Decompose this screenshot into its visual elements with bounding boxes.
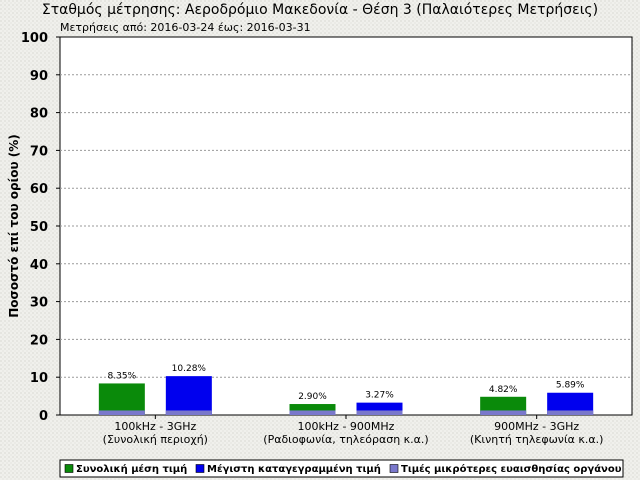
y-tick-label: 100 [21,31,48,46]
data-label: 2.90% [298,392,327,402]
sensitivity-bar [480,410,527,415]
bar [547,392,594,415]
y-tick-label: 80 [30,107,48,122]
chart-subtitle: Μετρήσεις από: 2016-03-24 έως: 2016-03-3… [60,21,311,34]
y-tick-label: 30 [30,296,48,311]
sensitivity-bar [289,410,336,415]
x-tick-label: 900MHz - 3GHz [494,420,579,433]
y-tick-label: 10 [30,371,48,386]
y-axis-label: Ποσοστό επί του ορίου (%) [7,134,21,318]
legend: Συνολική μέση τιμή Μέγιστη καταγεγραμμένη… [59,459,624,478]
x-tick-label: 100kHz - 900MHz [298,420,395,433]
bar [289,404,336,415]
bar [165,376,212,415]
y-tick-label: 90 [30,69,48,84]
x-tick-sublabel: (Κινητή τηλεφωνία κ.α.) [470,433,604,446]
y-tick-label: 0 [39,409,48,424]
data-label: 8.35% [108,371,137,381]
y-tick-label: 50 [30,220,48,235]
sensitivity-bar [547,410,594,415]
legend-label: Τιμές μικρότερες ευαισθησίας οργάνου [401,463,622,475]
legend-label: Μέγιστη καταγεγραμμένη τιμή [207,463,381,475]
data-label: 5.89% [556,381,585,391]
x-tick-sublabel: (Συνολική περιοχή) [103,433,208,446]
y-tick-label: 70 [30,144,48,159]
y-tick-label: 40 [30,258,48,273]
legend-swatch [64,464,74,473]
y-axis: 0 10 20 30 40 50 60 70 80 90 100 [21,31,60,424]
legend-swatch [195,464,205,473]
y-tick-label: 20 [30,333,48,348]
legend-swatch [389,464,399,473]
sensitivity-bar [98,410,145,415]
data-label: 4.82% [489,385,518,395]
chart-title: Σταθμός μέτρησης: Αεροδρόμιο Μακεδονία -… [42,2,598,18]
y-tick-label: 60 [30,182,48,197]
legend-label: Συνολική μέση τιμή [76,463,187,475]
sensitivity-bar [356,410,403,415]
bar [480,396,527,415]
sensitivity-bar [165,410,212,415]
x-axis: 100kHz - 3GHz(Συνολική περιοχή) 100kHz - … [103,415,604,446]
bars: 8.35% 10.28% 2.90% 3.27% 4.82% 5.89% [98,364,594,415]
x-tick-label: 100kHz - 3GHz [114,420,196,433]
grid-lines [60,74,632,378]
bar [98,383,145,415]
data-label: 3.27% [365,391,394,401]
data-label: 10.28% [172,364,207,374]
x-tick-sublabel: (Ραδιοφωνία, τηλεόραση κ.α.) [263,433,428,446]
